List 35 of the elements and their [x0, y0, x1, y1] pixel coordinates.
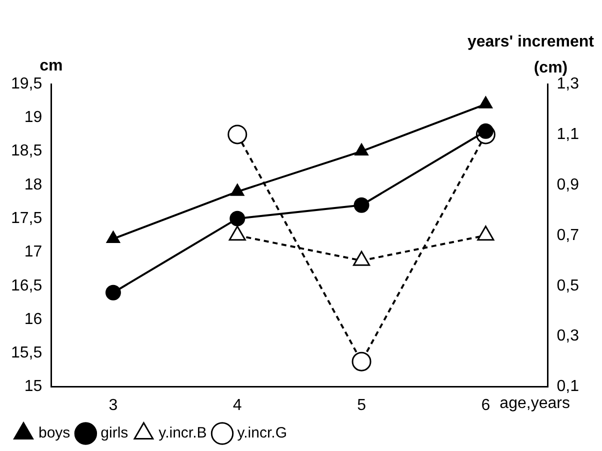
y2-tick-label: 0,9 [556, 176, 580, 194]
y2-tick-label: 0,1 [556, 378, 580, 396]
point [105, 284, 121, 300]
point [106, 231, 120, 244]
point [230, 184, 244, 196]
y-tick-label: 17,5 [11, 210, 42, 227]
y2-tick-label: 0,7 [556, 226, 580, 244]
x-axis-title: age,years [500, 395, 570, 412]
y-tick-label: 16,5 [11, 277, 42, 294]
y-tick-label: 19 [24, 109, 42, 126]
point [478, 96, 492, 108]
y-tick-label: 16 [24, 310, 42, 328]
point [230, 210, 246, 226]
y2-tick-label: 1,1 [556, 126, 580, 143]
x-tick-label: 3 [108, 396, 118, 414]
y2-tick-label: 0,5 [556, 277, 580, 294]
y-axis-title: cm [40, 57, 63, 74]
y2-tick-label: 0,3 [556, 328, 580, 345]
point [354, 144, 368, 156]
legend-label: y.incr.G [237, 424, 287, 442]
y-tick-label: 19,5 [11, 75, 42, 92]
x-tick-label: 5 [357, 396, 366, 414]
y-tick-label: 15 [24, 378, 42, 396]
x-tick-label: 6 [481, 396, 490, 414]
legend-label: boys [38, 424, 70, 442]
legend-label: girls [100, 424, 128, 442]
y2-tick-label: 1,3 [556, 75, 580, 92]
legend-label: y.incr.B [158, 424, 207, 442]
y-tick-label: 15,5 [11, 344, 42, 362]
point [354, 197, 370, 213]
y2-axis-title: years' increment (cm) [467, 33, 595, 76]
y-tick-label: 18 [24, 176, 42, 194]
y-tick-label: 17 [24, 244, 42, 261]
x-tick-label: 4 [232, 396, 242, 414]
y-tick-label: 18,5 [11, 142, 42, 160]
